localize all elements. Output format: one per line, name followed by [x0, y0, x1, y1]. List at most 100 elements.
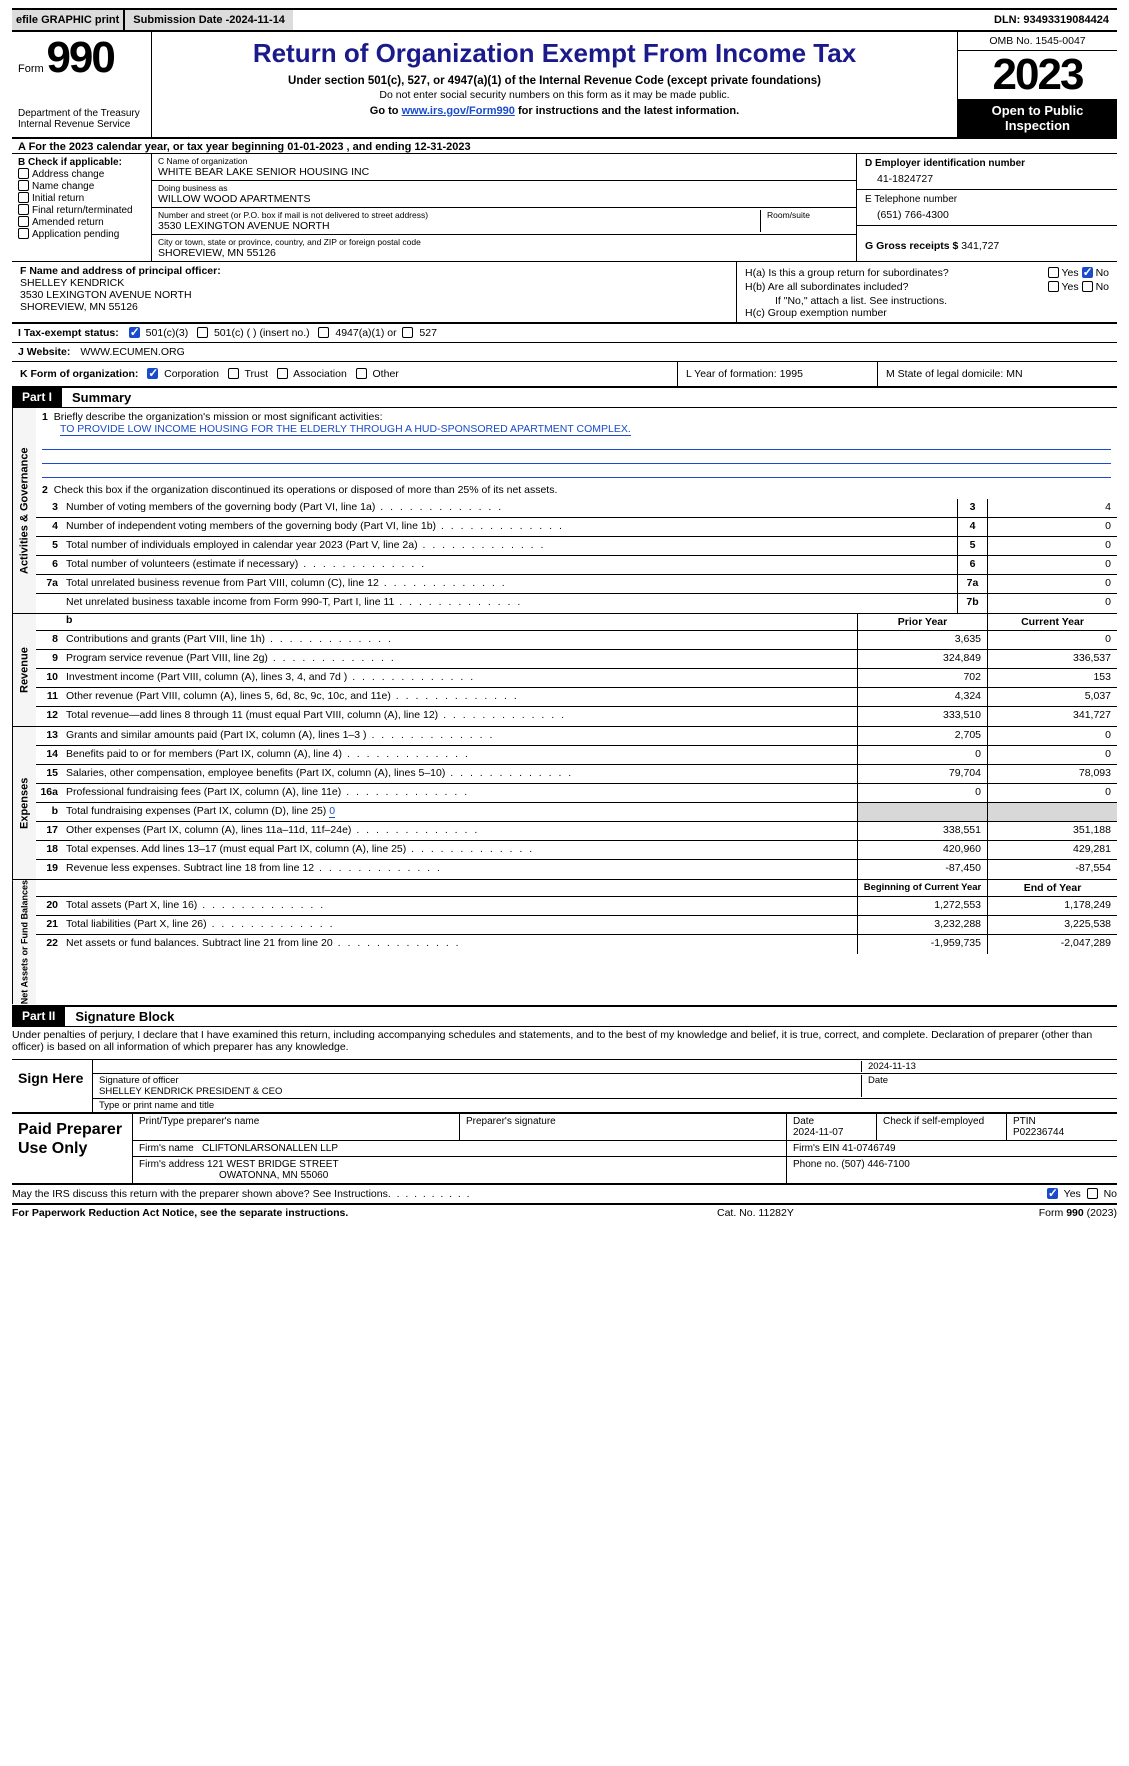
discuss-yes[interactable]: Yes — [1047, 1188, 1081, 1200]
chk-assoc[interactable]: Association — [277, 368, 347, 380]
table-row: 21Total liabilities (Part X, line 26)3,2… — [36, 916, 1117, 935]
chk-trust[interactable]: Trust — [228, 368, 268, 380]
dln: DLN: 93493319084424 — [986, 14, 1117, 26]
section-expenses: Expenses 13Grants and similar amounts pa… — [12, 727, 1117, 880]
prep-name-h: Print/Type preparer's name — [133, 1114, 460, 1140]
part1-title: Summary — [62, 388, 141, 407]
gross-receipts-label: G Gross receipts $ — [865, 240, 961, 252]
cat-no: Cat. No. 11282Y — [717, 1207, 917, 1219]
chk-other[interactable]: Other — [356, 368, 399, 380]
box-b: B Check if applicable: Address change Na… — [12, 154, 152, 261]
tab-expenses: Expenses — [12, 727, 36, 879]
part2-header: Part II — [12, 1007, 65, 1026]
prep-sig-h: Preparer's signature — [460, 1114, 787, 1140]
box-deg: D Employer identification number 41-1824… — [857, 154, 1117, 261]
perjury-statement: Under penalties of perjury, I declare th… — [12, 1027, 1117, 1060]
prep-ptin: PTINP02236744 — [1007, 1114, 1117, 1140]
chk-amended[interactable]: Amended return — [18, 216, 145, 228]
table-row: 15Salaries, other compensation, employee… — [36, 765, 1117, 784]
part1-header: Part I — [12, 388, 62, 407]
street-address: 3530 LEXINGTON AVENUE NORTH — [158, 220, 760, 232]
firm-name: Firm's name CLIFTONLARSONALLEN LLP — [133, 1141, 787, 1156]
discuss-question: May the IRS discuss this return with the… — [12, 1188, 1047, 1200]
officer-addr1: 3530 LEXINGTON AVENUE NORTH — [20, 289, 728, 301]
ha-yes[interactable]: Yes — [1048, 267, 1079, 279]
irs-link[interactable]: www.irs.gov/Form990 — [402, 105, 515, 117]
chk-name-change[interactable]: Name change — [18, 180, 145, 192]
website: WWW.ECUMEN.ORG — [80, 346, 184, 358]
phone-label: E Telephone number — [865, 194, 1109, 205]
tab-revenue: Revenue — [12, 614, 36, 726]
chk-corp[interactable]: Corporation — [147, 368, 219, 380]
table-row: Net unrelated business taxable income fr… — [36, 594, 1117, 613]
form-footer: Form 990 (2023) — [917, 1207, 1117, 1219]
chk-4947[interactable]: 4947(a)(1) or — [318, 327, 396, 339]
form-subtitle-2: Do not enter social security numbers on … — [160, 89, 949, 101]
part2-title: Signature Block — [65, 1007, 184, 1026]
table-row: 22Net assets or fund balances. Subtract … — [36, 935, 1117, 954]
current-year-header: Current Year — [987, 614, 1117, 630]
section-revenue: Revenue b Prior Year Current Year 8Contr… — [12, 614, 1117, 727]
prep-self-emp[interactable]: Check if self-employed — [877, 1114, 1007, 1140]
form-title: Return of Organization Exempt From Incom… — [160, 38, 949, 69]
table-row: 17Other expenses (Part IX, column (A), l… — [36, 822, 1117, 841]
top-bar: efile GRAPHIC print Submission Date - 20… — [12, 8, 1117, 32]
table-row: 11Other revenue (Part VIII, column (A), … — [36, 688, 1117, 707]
table-row: 6Total number of volunteers (estimate if… — [36, 556, 1117, 575]
phone-value: (651) 766-4300 — [865, 205, 1109, 221]
firm-address: Firm's address 121 WEST BRIDGE STREET OW… — [133, 1157, 787, 1183]
sign-here-label: Sign Here — [12, 1060, 92, 1112]
open-to-public: Open to Public Inspection — [958, 99, 1117, 137]
prior-year-header: Prior Year — [857, 614, 987, 630]
table-row: 14Benefits paid to or for members (Part … — [36, 746, 1117, 765]
hc-label: H(c) Group exemption number — [745, 307, 1109, 319]
paid-preparer-label: Paid Preparer Use Only — [12, 1114, 132, 1183]
year-formation: L Year of formation: 1995 — [677, 362, 877, 386]
eoy-header: End of Year — [987, 880, 1117, 896]
box-f: F Name and address of principal officer:… — [12, 262, 737, 322]
addr-label: Number and street (or P.O. box if mail i… — [158, 210, 760, 220]
table-row: 16aProfessional fundraising fees (Part I… — [36, 784, 1117, 803]
page-footer: For Paperwork Reduction Act Notice, see … — [12, 1205, 1117, 1221]
state-domicile: M State of legal domicile: MN — [877, 362, 1117, 386]
org-name: WHITE BEAR LAKE SENIOR HOUSING INC — [158, 166, 850, 178]
chk-501c[interactable]: 501(c) ( ) (insert no.) — [197, 327, 310, 339]
chk-address-change[interactable]: Address change — [18, 168, 145, 180]
ein-label: D Employer identification number — [865, 158, 1109, 169]
form-number: 990 — [46, 33, 113, 82]
chk-501c3[interactable]: 501(c)(3) — [129, 327, 189, 339]
table-row: 3Number of voting members of the governi… — [36, 499, 1117, 518]
officer-signature: SHELLEY KENDRICK PRESIDENT & CEO — [99, 1086, 861, 1097]
chk-app-pending[interactable]: Application pending — [18, 228, 145, 240]
dba-name: WILLOW WOOD APARTMENTS — [158, 193, 850, 205]
table-row: 18Total expenses. Add lines 13–17 (must … — [36, 841, 1117, 860]
org-name-label: C Name of organization — [158, 156, 850, 166]
ha-no[interactable]: No — [1082, 267, 1109, 279]
row-klm: K Form of organization: Corporation Trus… — [12, 362, 1117, 388]
hb-label: H(b) Are all subordinates included? — [745, 281, 1048, 293]
hb-yes[interactable]: Yes — [1048, 281, 1079, 293]
table-row: 4Number of independent voting members of… — [36, 518, 1117, 537]
table-row: 7aTotal unrelated business revenue from … — [36, 575, 1117, 594]
officer-addr2: SHOREVIEW, MN 55126 — [20, 301, 728, 313]
box-c: C Name of organization WHITE BEAR LAKE S… — [152, 154, 857, 261]
table-row: bTotal fundraising expenses (Part IX, co… — [36, 803, 1117, 822]
signature-block: Sign Here 2024-11-13 Signature of office… — [12, 1060, 1117, 1114]
irs-label: Internal Revenue Service — [18, 119, 145, 130]
table-row: 19Revenue less expenses. Subtract line 1… — [36, 860, 1117, 879]
row-i-label: I Tax-exempt status: — [18, 327, 119, 339]
chk-initial-return[interactable]: Initial return — [18, 192, 145, 204]
box-h: H(a) Is this a group return for subordin… — [737, 262, 1117, 322]
discuss-no[interactable]: No — [1087, 1188, 1117, 1200]
tab-net-assets: Net Assets or Fund Balances — [12, 880, 36, 1004]
hb-no[interactable]: No — [1082, 281, 1109, 293]
chk-final-return[interactable]: Final return/terminated — [18, 204, 145, 216]
tab-governance: Activities & Governance — [12, 408, 36, 613]
tax-year: 2023 — [958, 51, 1117, 99]
form-subtitle-3: Go to www.irs.gov/Form990 for instructio… — [160, 105, 949, 117]
gross-receipts-value: 341,727 — [961, 240, 999, 252]
table-row: 12Total revenue—add lines 8 through 11 (… — [36, 707, 1117, 726]
table-row: 10Investment income (Part VIII, column (… — [36, 669, 1117, 688]
chk-527[interactable]: 527 — [402, 327, 436, 339]
table-row: 9Program service revenue (Part VIII, lin… — [36, 650, 1117, 669]
